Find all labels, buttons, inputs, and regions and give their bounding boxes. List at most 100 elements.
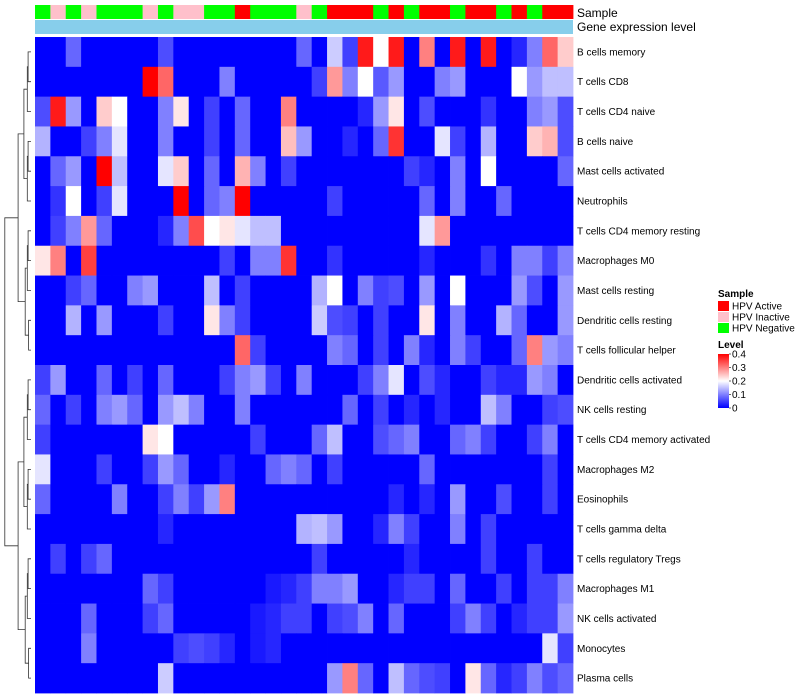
heatmap-cell xyxy=(465,454,482,485)
heatmap-cell xyxy=(327,126,343,157)
heatmap-cell xyxy=(373,365,389,396)
heatmap-cell xyxy=(496,275,512,306)
heatmap-cell xyxy=(127,454,143,485)
heatmap-cell xyxy=(450,603,466,634)
heatmap-cell xyxy=(280,215,297,247)
heatmap-cell xyxy=(373,215,389,247)
heatmap-cell xyxy=(173,573,190,604)
heatmap-cell xyxy=(280,275,297,306)
heatmap-cell xyxy=(234,156,251,187)
sample-track-cell xyxy=(219,5,236,19)
heatmap-cell xyxy=(480,37,497,68)
heatmap-cell xyxy=(496,186,512,217)
heatmap-cell xyxy=(204,603,220,634)
heatmap-cell xyxy=(65,215,82,247)
heatmap-cell xyxy=(173,96,190,127)
heatmap-cell xyxy=(157,335,174,366)
heatmap-cell xyxy=(388,66,405,98)
heatmap-cell xyxy=(111,484,128,515)
heatmap-cell xyxy=(111,514,128,545)
heatmap-cell xyxy=(65,96,82,127)
heatmap-cell xyxy=(111,454,128,485)
heatmap-cell xyxy=(250,424,266,455)
heatmap-cell xyxy=(127,275,143,306)
heatmap-cell xyxy=(219,573,236,604)
heatmap-cell xyxy=(342,454,359,485)
heatmap-cell xyxy=(327,186,343,217)
heatmap-cell xyxy=(296,96,313,127)
heatmap-cell xyxy=(511,335,528,366)
heatmap-cell xyxy=(280,96,297,127)
sample-track-cell xyxy=(234,5,251,19)
heatmap-cell xyxy=(542,663,559,694)
heatmap-cell xyxy=(465,573,482,604)
heatmap-cell xyxy=(403,573,420,604)
heatmap-cell xyxy=(496,603,512,634)
heatmap-cell xyxy=(96,603,113,634)
heatmap-cell xyxy=(296,543,313,575)
heatmap-cell xyxy=(280,305,297,336)
dendrogram-branch xyxy=(27,141,31,172)
heatmap-cell xyxy=(388,484,405,515)
heatmap-cell xyxy=(542,156,559,187)
heatmap-cell xyxy=(373,126,389,157)
heatmap-cell xyxy=(35,543,51,575)
heatmap-cell xyxy=(265,335,282,366)
heatmap-cell xyxy=(388,424,405,455)
heatmap-cell xyxy=(450,424,466,455)
heatmap-cell xyxy=(419,305,436,336)
heatmap-cell xyxy=(173,514,190,545)
heatmap-cell xyxy=(419,484,436,515)
heatmap-cell xyxy=(280,603,297,634)
heatmap-cell xyxy=(204,573,220,604)
heatmap-cell xyxy=(511,156,528,187)
heatmap-cell xyxy=(373,394,389,426)
heatmap-cell xyxy=(219,156,236,187)
heatmap-cell xyxy=(96,186,113,217)
heatmap-cell xyxy=(219,394,236,426)
heatmap-cell xyxy=(142,454,159,485)
heatmap-cell xyxy=(35,245,51,276)
row-label: Mast cells activated xyxy=(577,167,664,178)
heatmap-cell xyxy=(557,275,574,306)
heatmap-cell xyxy=(342,156,359,187)
gene-expression-annotation-track xyxy=(35,20,573,34)
heatmap-cell xyxy=(542,305,559,336)
heatmap-cell xyxy=(188,424,205,455)
heatmap-cell xyxy=(511,66,528,98)
heatmap-cell xyxy=(419,335,436,366)
heatmap-cell xyxy=(265,633,282,664)
heatmap-cell xyxy=(81,365,97,396)
dendrogram-branch xyxy=(28,647,31,679)
heatmap-cell xyxy=(173,275,190,306)
heatmap-cell xyxy=(204,37,220,68)
heatmap-cell xyxy=(542,275,559,306)
heatmap-cell xyxy=(327,365,343,396)
heatmap-cell xyxy=(250,245,266,276)
heatmap-cell xyxy=(342,633,359,664)
heatmap-cell xyxy=(265,245,282,276)
heatmap-cell xyxy=(542,454,559,485)
heatmap-cell xyxy=(65,156,82,187)
heatmap-cell xyxy=(327,305,343,336)
dendrogram-branch xyxy=(23,88,28,179)
heatmap-cell xyxy=(111,245,128,276)
heatmap-cell xyxy=(388,663,405,694)
heatmap-cell xyxy=(250,335,266,366)
heatmap-cell xyxy=(542,603,559,634)
heatmap-cell xyxy=(250,215,266,247)
sample-track-cell xyxy=(357,5,374,19)
heatmap-cell xyxy=(342,663,359,694)
heatmap-cell xyxy=(373,245,389,276)
heatmap-cell xyxy=(311,514,328,545)
heatmap-cell xyxy=(250,126,266,157)
heatmap-cell xyxy=(434,66,451,98)
heatmap-cell xyxy=(50,215,67,247)
heatmap-cell xyxy=(96,663,113,694)
sample-track-cell xyxy=(311,5,328,19)
heatmap-cell xyxy=(511,37,528,68)
heatmap-cell xyxy=(419,454,436,485)
heatmap-cell xyxy=(127,543,143,575)
heatmap-cell xyxy=(496,633,512,664)
heatmap-cell xyxy=(311,335,328,366)
